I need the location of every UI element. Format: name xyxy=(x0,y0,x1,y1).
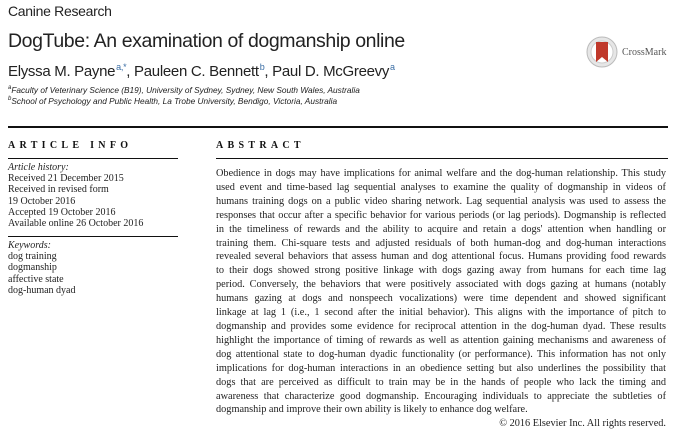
abstract-line: dogmanship and improve their own ability… xyxy=(216,404,528,416)
header-divider xyxy=(8,126,668,128)
abstract-line: Obedience in dogs may have implications … xyxy=(216,168,666,179)
abstract-line: awareness that characterize good dogmans… xyxy=(216,390,666,402)
keyword: dog-human dyad xyxy=(8,284,76,296)
divider xyxy=(216,158,668,159)
article-title: DogTube: An examination of dogmanship on… xyxy=(8,30,405,52)
author-list: Elyssa M. Payne a,*, Pauleen C. Bennett … xyxy=(8,62,395,80)
affiliation: aFaculty of Veterinary Science (B19), Un… xyxy=(8,85,360,95)
affiliation-sup: b xyxy=(8,96,12,103)
author[interactable]: Elyssa M. Payne xyxy=(8,63,116,80)
abstract-line: to their dogs showed strong positive lin… xyxy=(216,265,666,277)
affiliation-sup: a xyxy=(8,85,12,92)
abstract-line: in the timeliness of rewards and the abi… xyxy=(216,223,666,235)
abstract-body: Obedience in dogs may have implications … xyxy=(216,167,666,431)
keywords: Keywords: dog training dogmanship affect… xyxy=(8,240,76,296)
abstract-line: dogmanship and provides some evidence fo… xyxy=(216,320,666,332)
crossmark-label: CrossMark xyxy=(622,46,667,58)
author[interactable]: Paul D. McGreevy xyxy=(272,63,390,80)
author-sup[interactable]: b xyxy=(259,62,265,72)
crossmark-button[interactable]: CrossMark xyxy=(585,32,666,72)
article-history: Article history: Received 21 December 20… xyxy=(8,162,143,229)
history-item: Received 21 December 2015 xyxy=(8,173,124,185)
affiliation-text: School of Psychology and Public Health, … xyxy=(11,96,338,106)
journal-section: Canine Research xyxy=(8,3,112,19)
keyword: dog training xyxy=(8,251,57,263)
abstract-line: dog attentional state to dog-human dyadi… xyxy=(216,348,666,360)
abstract-line: highlight the importance of timing of re… xyxy=(216,334,666,346)
abstract-line: implications for dog-human interactions … xyxy=(216,362,666,374)
abstract-line: humans training dogs on a public video s… xyxy=(216,195,666,207)
keyword: dogmanship xyxy=(8,262,57,274)
affiliation-text: Faculty of Veterinary Science (B19), Uni… xyxy=(11,85,360,95)
crossmark-icon xyxy=(586,36,618,68)
article-info-heading: ARTICLE INFO xyxy=(8,140,133,151)
divider xyxy=(8,158,178,159)
copyright: © 2016 Elsevier Inc. All rights reserved… xyxy=(499,418,666,430)
author-sup[interactable]: a,* xyxy=(116,62,127,72)
history-item: Available online 26 October 2016 xyxy=(8,218,144,230)
history-item: Received in revised form xyxy=(8,184,109,196)
abstract-line: revealed several behaviors that assess h… xyxy=(216,251,666,263)
divider xyxy=(8,236,178,237)
history-item: Accepted 19 October 2016 xyxy=(8,206,116,218)
history-item: 19 October 2016 xyxy=(8,195,76,207)
abstract-line: linkage at lag 1 (i.e., 1 second after t… xyxy=(216,307,666,319)
author-sup[interactable]: a xyxy=(390,62,395,72)
abstract-line: responses that occur after a specific be… xyxy=(216,209,666,221)
keywords-label: Keywords: xyxy=(8,240,51,251)
abstract-heading: ABSTRACT xyxy=(216,140,305,151)
abstract-line: training them. Chi-square tests and adju… xyxy=(216,237,666,249)
affiliation: bSchool of Psychology and Public Health,… xyxy=(8,96,337,106)
keyword: affective state xyxy=(8,273,64,285)
abstract-line: humans gazing at dogs and nonspeech voca… xyxy=(216,293,666,305)
author[interactable]: Pauleen C. Bennett xyxy=(134,63,259,80)
abstract-line: used event and time-based lag sequential… xyxy=(216,181,666,193)
history-label: Article history: xyxy=(8,162,69,173)
abstract-line: period. Conversely, the behaviors that w… xyxy=(216,279,666,291)
abstract-line: dogs that are perceived as difficult to … xyxy=(216,376,666,388)
